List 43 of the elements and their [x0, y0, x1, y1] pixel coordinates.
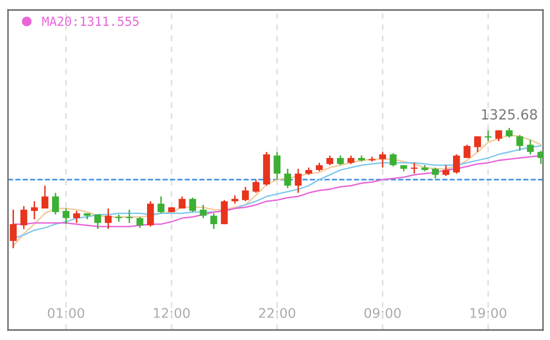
candlestick: [136, 216, 144, 228]
candlestick: [189, 196, 196, 213]
candlestick: [10, 209, 17, 249]
candlestick: [200, 204, 207, 219]
candlestick: [274, 151, 281, 180]
text: 1325.68: [482, 109, 537, 120]
candlestick: [336, 154, 344, 166]
x-tick-label: 19:00: [470, 308, 506, 318]
candlestick: [410, 162, 418, 174]
candlestick: [516, 134, 524, 152]
candlestick: [242, 186, 249, 202]
legend-label: MA20:1311.555: [42, 16, 139, 26]
candlestick: [178, 196, 186, 210]
candlestick: [62, 208, 70, 225]
candlestick: [453, 154, 460, 174]
x-tick-label: 22:00: [259, 308, 296, 318]
candlestick: [464, 144, 470, 159]
candlestick: [210, 212, 218, 230]
candlestick: [526, 139, 534, 156]
candlestick: [390, 152, 397, 168]
candlestick: [73, 210, 80, 224]
candlestick: [537, 150, 543, 165]
candlestick: [294, 168, 302, 194]
x-tick-label: 12:00: [154, 308, 190, 318]
candlestick: [506, 127, 513, 138]
candlestick: [326, 154, 334, 166]
candlestick: [158, 196, 164, 214]
candlestick: [220, 199, 228, 225]
candlestick: [474, 136, 482, 153]
candlestick: [442, 164, 450, 177]
candlestick: [30, 200, 38, 220]
candlestick: [94, 214, 102, 230]
candlestick: [52, 192, 59, 216]
candlestick: [252, 178, 260, 194]
x-tick-label: 09:00: [364, 308, 401, 318]
candlestick: [42, 184, 48, 210]
x-tick-label: 01:00: [48, 308, 84, 318]
candlestick: [379, 151, 386, 168]
candlestick: [20, 205, 28, 230]
candlestick: [104, 208, 112, 230]
candlestick: [432, 166, 439, 180]
candlestick: [147, 200, 154, 228]
candlestick: [284, 168, 292, 189]
